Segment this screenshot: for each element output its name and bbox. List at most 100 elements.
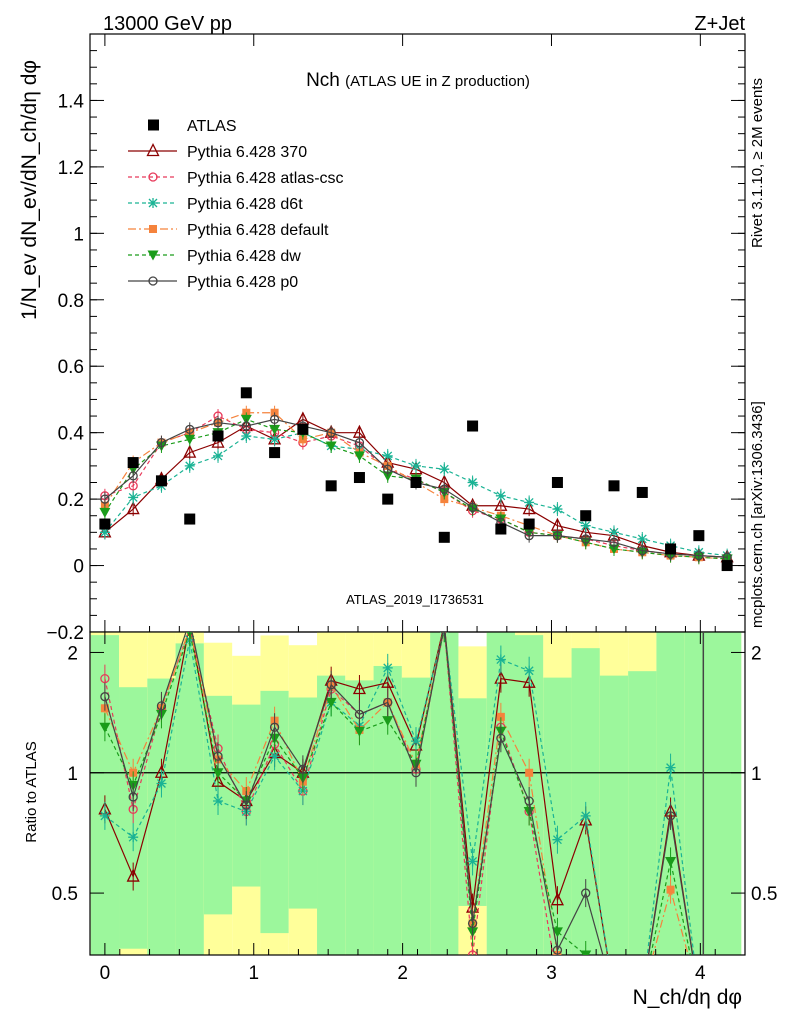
x-tick-label: 2 bbox=[397, 963, 408, 984]
ratio-tick-label: 0.5 bbox=[52, 884, 78, 905]
legend-label: Pythia 6.428 p0 bbox=[187, 274, 298, 291]
series-point bbox=[213, 418, 223, 428]
chart-title-sub: (ATLAS UE in Z production) bbox=[345, 73, 530, 90]
data-point bbox=[353, 472, 365, 484]
ratio-point bbox=[212, 768, 224, 779]
data-point bbox=[297, 423, 309, 435]
series-point bbox=[382, 450, 393, 461]
y-tick-label: 0.4 bbox=[58, 424, 85, 445]
x-tick-label: 1 bbox=[248, 963, 259, 984]
ratio-point bbox=[582, 978, 590, 986]
band-green bbox=[175, 643, 204, 955]
ratio-point bbox=[666, 885, 675, 894]
band-green bbox=[712, 632, 742, 955]
y-tick-label: 1.2 bbox=[58, 158, 84, 179]
band-green bbox=[430, 632, 459, 955]
y-tick-label: 0.6 bbox=[58, 357, 84, 378]
series-point bbox=[467, 502, 478, 513]
ratio-tick-label: 2 bbox=[67, 643, 78, 664]
ratio-point bbox=[126, 868, 140, 882]
ratio-point bbox=[496, 733, 506, 743]
series-point bbox=[383, 464, 393, 474]
series-point bbox=[128, 471, 138, 481]
data-point bbox=[212, 430, 224, 442]
series-point bbox=[156, 437, 167, 448]
legend-label: Pythia 6.428 370 bbox=[187, 144, 307, 161]
series-point bbox=[609, 537, 619, 547]
data-point bbox=[665, 543, 677, 555]
ratio-point bbox=[524, 665, 535, 676]
series-point bbox=[269, 414, 280, 425]
watermark: ATLAS_2019_I1736531 bbox=[346, 592, 484, 607]
main-series bbox=[98, 387, 734, 572]
ratio-point bbox=[524, 796, 534, 806]
ratio-point bbox=[213, 795, 224, 806]
legend-label: ATLAS bbox=[187, 118, 237, 135]
series-point bbox=[495, 490, 506, 501]
series-point bbox=[99, 527, 110, 538]
series-point bbox=[353, 451, 365, 462]
legend: ATLAS Pythia 6.428 370 Pythia 6.428 atlas-… bbox=[128, 118, 344, 291]
ratio-point bbox=[156, 701, 167, 711]
y-tick-label: 0 bbox=[73, 557, 84, 578]
data-point bbox=[580, 510, 592, 522]
x-tick-label: 3 bbox=[546, 963, 557, 984]
ratio-point bbox=[552, 945, 563, 955]
ratio-point bbox=[551, 927, 563, 938]
data-point bbox=[382, 493, 394, 505]
ratio-point bbox=[185, 632, 194, 633]
band-green bbox=[628, 671, 657, 955]
ratio-point bbox=[580, 950, 592, 955]
data-point bbox=[608, 480, 620, 492]
series-point bbox=[354, 437, 365, 448]
ratio-point bbox=[184, 618, 195, 629]
series-point bbox=[184, 460, 195, 471]
ratio-point bbox=[213, 751, 223, 761]
ratio-point bbox=[326, 680, 336, 690]
legend-marker bbox=[148, 172, 158, 182]
series-point bbox=[580, 520, 591, 531]
series-point bbox=[99, 507, 111, 518]
data-point bbox=[551, 477, 563, 488]
ratio-point bbox=[582, 978, 590, 986]
ratio-point bbox=[186, 617, 194, 625]
data-point bbox=[523, 518, 535, 530]
ratio-point bbox=[128, 792, 138, 802]
ratio-point bbox=[381, 674, 395, 688]
series-point bbox=[552, 504, 563, 515]
ratio-point bbox=[467, 918, 478, 929]
y-tick-label: 1.4 bbox=[58, 91, 85, 112]
series-point bbox=[637, 545, 647, 556]
ratio-point bbox=[353, 726, 365, 737]
series-point bbox=[211, 434, 225, 448]
ratio-point bbox=[187, 632, 193, 633]
series-point bbox=[411, 460, 422, 471]
series-point bbox=[581, 534, 591, 544]
ratio-point bbox=[156, 778, 167, 789]
ratio-point bbox=[580, 810, 591, 821]
ratio-point bbox=[383, 697, 393, 708]
uncertainty-bands bbox=[90, 632, 742, 955]
data-point bbox=[636, 486, 648, 498]
legend-marker bbox=[149, 225, 157, 233]
y-axis-label: 1/N_ev dN_ev/dN_ch/dη dφ bbox=[18, 60, 41, 320]
ratio-point bbox=[467, 856, 478, 867]
side-label-bottom: mcplots.cern.ch [arXiv:1306.3436] bbox=[749, 401, 766, 628]
series-point bbox=[524, 531, 534, 541]
ratio-point bbox=[552, 834, 563, 845]
ratio-point bbox=[241, 800, 251, 810]
series-point bbox=[100, 494, 110, 504]
data-point bbox=[99, 518, 111, 530]
chart-title-main: Nch bbox=[306, 70, 345, 91]
legend-label: Pythia 6.428 d6t bbox=[187, 196, 303, 213]
data-point bbox=[184, 513, 196, 525]
ratio-point bbox=[354, 709, 365, 720]
data-point bbox=[155, 475, 167, 487]
header-left: 13000 GeV pp bbox=[103, 13, 232, 35]
ratio-point bbox=[325, 697, 337, 708]
ratio-y-axis-label: Ratio to ATLAS bbox=[23, 741, 40, 842]
band-green bbox=[599, 675, 629, 955]
ratio-point bbox=[382, 716, 394, 727]
ratio-point bbox=[665, 856, 677, 867]
